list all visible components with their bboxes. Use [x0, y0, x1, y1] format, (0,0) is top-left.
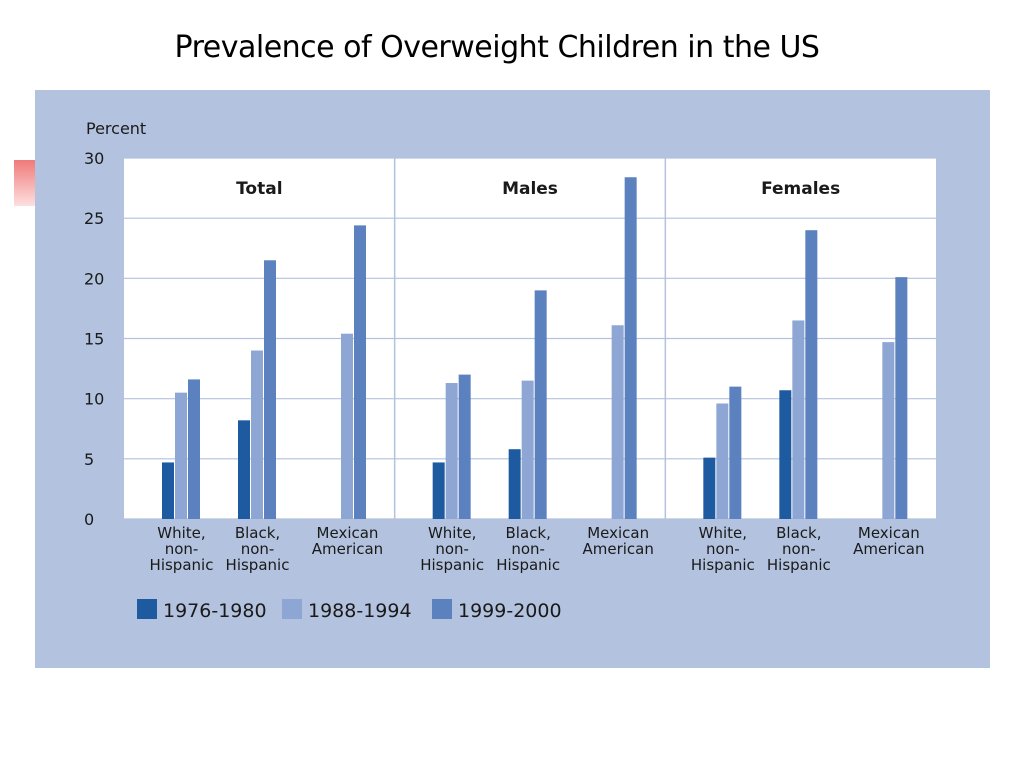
- category-label: non-: [706, 540, 740, 558]
- category-label: Mexican: [587, 524, 649, 542]
- legend-swatch: [432, 599, 452, 619]
- bar-total-1999-2000: [188, 379, 200, 519]
- bar-females-1988-1994: [882, 342, 895, 519]
- bar-males-1988-1994: [445, 383, 458, 519]
- y-tick-label: 5: [84, 450, 94, 469]
- y-axis-label: Percent: [86, 119, 146, 138]
- bar-females-1999-2000: [895, 277, 908, 519]
- bar-total-1999-2000: [354, 225, 366, 520]
- category-label: Hispanic: [496, 556, 560, 574]
- legend-label: 1999-2000: [458, 600, 562, 622]
- category-label: Black,: [235, 524, 280, 542]
- category-label: White,: [157, 524, 205, 542]
- panel-title: Males: [502, 179, 558, 199]
- bar-total-1976-1980: [162, 462, 174, 519]
- category-label: Mexican: [317, 524, 379, 542]
- bar-males-1999-2000: [458, 374, 471, 519]
- legend-label: 1976-1980: [163, 600, 267, 622]
- bar-females-1988-1994: [716, 403, 729, 519]
- category-label: Hispanic: [767, 556, 831, 574]
- category-label: Hispanic: [420, 556, 484, 574]
- category-label: American: [312, 540, 383, 558]
- bar-males-1999-2000: [534, 290, 547, 519]
- legend-label: 1988-1994: [308, 600, 412, 622]
- bar-males-1976-1980: [508, 449, 521, 519]
- category-label: Mexican: [858, 524, 920, 542]
- bar-total-1988-1994: [175, 392, 187, 519]
- category-label: American: [582, 540, 653, 558]
- category-label: White,: [699, 524, 747, 542]
- bar-total-1976-1980: [238, 420, 250, 519]
- bar-females-1976-1980: [703, 457, 716, 519]
- category-label: non-: [241, 540, 275, 558]
- category-label: Hispanic: [691, 556, 755, 574]
- bar-males-1988-1994: [611, 325, 624, 519]
- category-label: White,: [428, 524, 476, 542]
- y-tick-label: 20: [84, 269, 104, 288]
- legend-swatch: [137, 599, 157, 619]
- bar-males-1988-1994: [521, 380, 534, 519]
- category-label: American: [853, 540, 924, 558]
- slide-accent-mark: [14, 160, 36, 206]
- bar-total-1988-1994: [341, 333, 353, 519]
- bar-females-1976-1980: [779, 390, 792, 519]
- slide-title: Prevalence of Overweight Children in the…: [174, 30, 820, 65]
- y-tick-label: 25: [84, 209, 104, 228]
- bar-males-1999-2000: [624, 177, 637, 519]
- bar-females-1999-2000: [805, 230, 818, 519]
- y-tick-label: 0: [84, 510, 94, 529]
- y-tick-label: 30: [84, 149, 104, 168]
- bar-females-1988-1994: [792, 320, 805, 519]
- panel-title: Females: [761, 179, 840, 199]
- panel-title: Total: [236, 179, 282, 199]
- category-label: non-: [782, 540, 816, 558]
- y-tick-label: 15: [84, 330, 104, 349]
- bar-total-1988-1994: [251, 350, 263, 519]
- category-label: non-: [165, 540, 199, 558]
- bar-total-1999-2000: [264, 260, 276, 519]
- category-label: non-: [511, 540, 545, 558]
- legend-swatch: [282, 599, 302, 619]
- bar-males-1976-1980: [432, 462, 445, 519]
- category-label: Black,: [776, 524, 821, 542]
- category-label: non-: [435, 540, 469, 558]
- category-label: Hispanic: [226, 556, 290, 574]
- y-tick-label: 10: [84, 390, 104, 409]
- category-label: Hispanic: [150, 556, 214, 574]
- category-label: Black,: [505, 524, 550, 542]
- bar-females-1999-2000: [729, 386, 742, 519]
